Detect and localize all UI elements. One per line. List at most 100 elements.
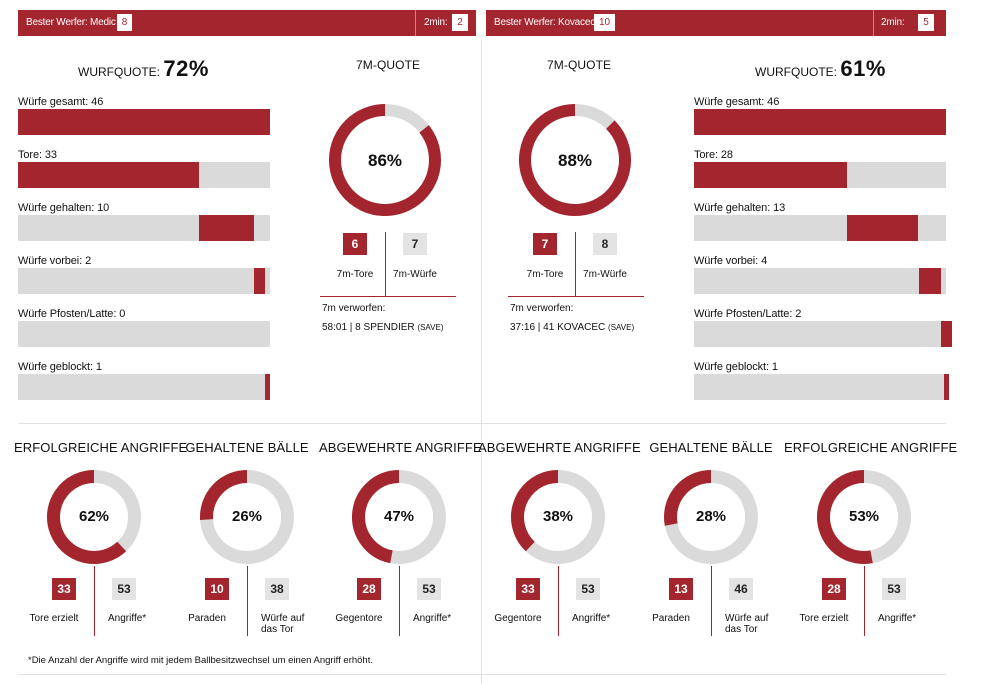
attack-title: ABGEWEHRTE ANGRIFFE bbox=[319, 440, 482, 455]
attack-value-a: 28 bbox=[357, 578, 381, 600]
seven-m-donut bbox=[519, 104, 631, 216]
best-thrower-label: Bester Werfer: Medic bbox=[26, 17, 116, 28]
attack-percent: 26% bbox=[231, 508, 263, 525]
bar-track bbox=[694, 109, 946, 135]
seven-m-percent: 86% bbox=[367, 151, 403, 170]
two-min-value: 2 bbox=[452, 14, 468, 31]
best-thrower-label: Bester Werfer: Kovacec bbox=[494, 17, 596, 28]
attack-donut bbox=[817, 470, 911, 564]
wurfquote-right: WURFQUOTE: 61% bbox=[755, 56, 886, 82]
attack-value-b: 46 bbox=[729, 578, 753, 600]
attack-label-b: Angriffe* bbox=[108, 613, 147, 624]
attack-title: ERFOLGREICHE ANGRIFFE bbox=[784, 440, 958, 455]
attack-split-line bbox=[864, 566, 865, 636]
attack-label-a: Tore erzielt bbox=[799, 613, 849, 624]
seven-m-wuerfe-value: 7 bbox=[403, 233, 427, 255]
attack-title: GEHALTENE BÄLLE bbox=[649, 440, 773, 455]
attack-label-a: Gegentore bbox=[494, 613, 542, 624]
attack-label-b: Würfe auf das Tor bbox=[261, 613, 305, 635]
bar-label: Würfe vorbei: 4 bbox=[694, 255, 768, 267]
top-bar-left: Bester Werfer: Medic 8 2min: 2 bbox=[18, 10, 476, 36]
best-thrower-value: 10 bbox=[594, 14, 615, 31]
two-min-label: 2min: bbox=[881, 17, 905, 28]
bar-track bbox=[694, 162, 946, 188]
bar-fill bbox=[199, 215, 254, 241]
attack-label-b: Würfe auf das Tor bbox=[725, 613, 769, 635]
bar-fill bbox=[18, 162, 199, 188]
attack-percent: 47% bbox=[383, 508, 415, 525]
attack-title: ERFOLGREICHE ANGRIFFE bbox=[14, 440, 188, 455]
attack-percent: 28% bbox=[695, 508, 727, 525]
donut-arc bbox=[664, 470, 712, 526]
bar-fill bbox=[941, 321, 952, 347]
separator bbox=[415, 10, 416, 36]
seven-m-verworfen-text: 58:01 | 8 SPENDIER bbox=[322, 322, 418, 333]
seven-m-wuerfe-label: 7m-Würfe bbox=[393, 269, 437, 280]
seven-m-title-right: 7M-QUOTE bbox=[547, 58, 612, 72]
seven-m-verworfen-tag: (SAVE) bbox=[608, 323, 635, 332]
footnote: *Die Anzahl der Angriffe wird mit jedem … bbox=[28, 655, 373, 666]
bar-track bbox=[694, 321, 952, 347]
attack-label-a: Gegentore bbox=[335, 613, 383, 624]
attack-title: GEHALTENE BÄLLE bbox=[185, 440, 309, 455]
section-divider bbox=[18, 423, 946, 424]
wurfquote-value: 72% bbox=[163, 56, 209, 81]
attack-split-line bbox=[247, 566, 248, 636]
attack-value-b: 53 bbox=[112, 578, 136, 600]
bar-track bbox=[18, 162, 270, 188]
bar-track bbox=[694, 268, 946, 294]
seven-m-wuerfe-value: 8 bbox=[593, 233, 617, 255]
bar-fill bbox=[265, 374, 270, 400]
bottom-divider bbox=[18, 674, 946, 675]
seven-m-verworfen-label: 7m verworfen: bbox=[510, 303, 574, 314]
bar-label: Würfe gesamt: 46 bbox=[694, 96, 780, 108]
seven-m-verworfen-text: 37:16 | 41 KOVACEC bbox=[510, 322, 609, 333]
attack-donut bbox=[511, 470, 605, 564]
seven-m-verworfen-label: 7m verworfen: bbox=[322, 303, 386, 314]
bar-fill bbox=[847, 215, 918, 241]
attack-value-a: 33 bbox=[52, 578, 76, 600]
bar-fill bbox=[254, 268, 265, 294]
attack-split-line bbox=[399, 566, 400, 636]
two-min-value: 5 bbox=[918, 14, 934, 31]
attack-label-b: Angriffe* bbox=[572, 613, 611, 624]
attack-value-b: 53 bbox=[417, 578, 441, 600]
attack-split-line bbox=[94, 566, 95, 636]
wurfquote-label: WURFQUOTE: bbox=[78, 65, 160, 79]
attack-value-a: 13 bbox=[669, 578, 693, 600]
donut-arc bbox=[352, 470, 400, 564]
separator bbox=[873, 10, 874, 36]
attack-value-b: 53 bbox=[882, 578, 906, 600]
attack-value-a: 10 bbox=[205, 578, 229, 600]
attack-percent: 53% bbox=[848, 508, 880, 525]
bar-track bbox=[694, 215, 946, 241]
bar-label: Würfe vorbei: 2 bbox=[18, 255, 92, 267]
donut-arc bbox=[47, 470, 127, 564]
donut-arc bbox=[329, 104, 441, 216]
attack-title: ABGEWEHRTE ANGRIFFE bbox=[478, 440, 641, 455]
bar-track bbox=[18, 374, 270, 400]
attack-label-b: Angriffe* bbox=[878, 613, 917, 624]
seven-m-verworfen-entry: 58:01 | 8 SPENDIER (SAVE) bbox=[322, 322, 444, 333]
bar-track bbox=[18, 109, 270, 135]
bar-fill bbox=[694, 162, 847, 188]
bar-fill bbox=[694, 109, 946, 135]
seven-m-tore-label: 7m-Tore bbox=[336, 269, 374, 280]
bar-fill bbox=[919, 268, 941, 294]
seven-m-underline bbox=[320, 296, 456, 297]
attack-donut bbox=[352, 470, 446, 564]
seven-m-tore-label: 7m-Tore bbox=[526, 269, 564, 280]
attack-label-a: Paraden bbox=[652, 613, 690, 624]
donut-arc bbox=[511, 470, 559, 552]
bar-label: Tore: 28 bbox=[694, 149, 733, 161]
wurfquote-value: 61% bbox=[840, 56, 886, 81]
bar-label: Würfe Pfosten/Latte: 2 bbox=[694, 308, 802, 320]
seven-m-tore-value: 7 bbox=[533, 233, 557, 255]
bar-label: Tore: 33 bbox=[18, 149, 57, 161]
bar-label: Würfe gehalten: 10 bbox=[18, 202, 110, 214]
attack-percent: 38% bbox=[542, 508, 574, 525]
attack-split-line bbox=[558, 566, 559, 636]
attack-label-a: Paraden bbox=[188, 613, 226, 624]
attack-split-line bbox=[711, 566, 712, 636]
seven-m-tore-value: 6 bbox=[343, 233, 367, 255]
